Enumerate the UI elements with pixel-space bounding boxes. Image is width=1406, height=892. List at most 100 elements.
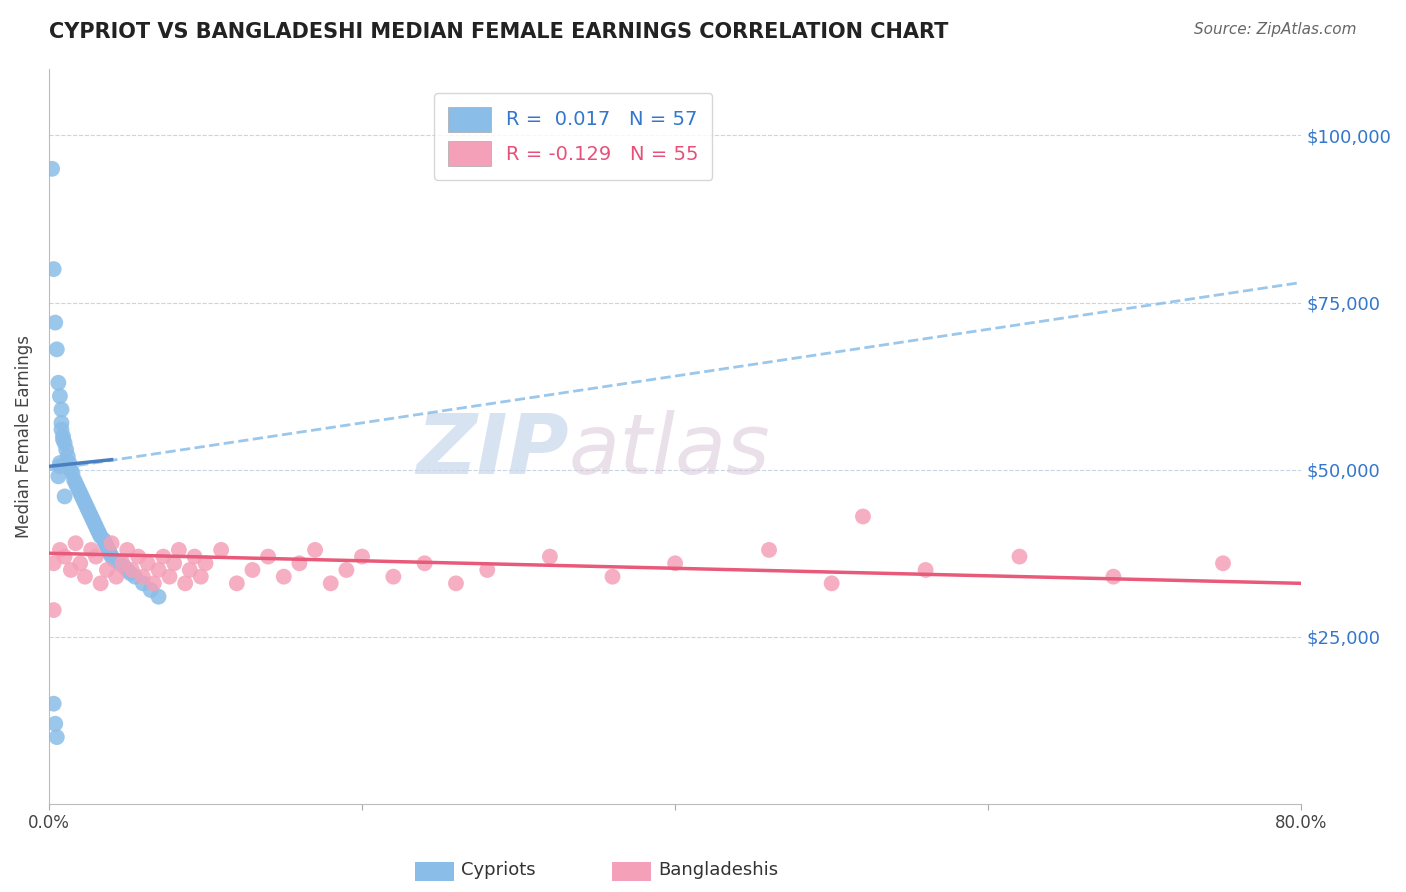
Point (42, 556, 65, 570)
Point (56, 450, 79, 464)
Point (183, 549, 205, 564)
Point (48, 376, 70, 390)
Point (55, 442, 77, 457)
Point (105, 569, 128, 583)
Point (53, 490, 76, 504)
Point (84, 519, 107, 533)
Point (179, 563, 201, 577)
Point (538, 549, 561, 564)
Point (49, 389, 72, 403)
Point (96, 540, 118, 554)
Point (273, 569, 295, 583)
Point (86, 523, 108, 537)
Point (49, 456, 72, 470)
Text: Bangladeshis: Bangladeshis (658, 861, 778, 879)
Point (136, 556, 159, 570)
Point (121, 563, 143, 577)
Point (65, 536, 87, 550)
Point (821, 576, 844, 591)
Text: atlas: atlas (568, 410, 770, 491)
Point (66, 479, 89, 493)
Point (44, 316, 66, 330)
Point (148, 590, 170, 604)
Point (53, 549, 76, 564)
Point (159, 569, 181, 583)
Text: CYPRIOT VS BANGLADESHI MEDIAN FEMALE EARNINGS CORRELATION CHART: CYPRIOT VS BANGLADESHI MEDIAN FEMALE EAR… (49, 22, 949, 42)
Point (120, 566, 142, 581)
Point (73, 569, 96, 583)
Point (59, 463, 82, 477)
Point (62, 466, 84, 480)
Point (70, 490, 93, 504)
Legend: R =  0.017   N = 57, R = -0.129   N = 55: R = 0.017 N = 57, R = -0.129 N = 55 (434, 93, 713, 180)
Point (69, 556, 91, 570)
Point (42, 697, 65, 711)
Point (73, 496, 96, 510)
Point (79, 506, 101, 520)
Point (49, 459, 72, 474)
Point (52, 429, 75, 443)
Point (852, 509, 875, 524)
Point (382, 569, 405, 583)
Point (167, 542, 190, 557)
Point (304, 542, 326, 557)
Point (352, 549, 374, 564)
Point (48, 469, 70, 483)
Point (98, 546, 121, 560)
Point (174, 576, 197, 591)
Point (148, 563, 170, 577)
Point (132, 569, 155, 583)
Point (209, 542, 232, 557)
Point (163, 556, 186, 570)
Y-axis label: Median Female Earnings: Median Female Earnings (15, 334, 32, 538)
Point (82, 513, 104, 527)
Point (51, 423, 73, 437)
Point (93, 533, 115, 547)
Point (87, 526, 110, 541)
Text: ZIP: ZIP (416, 410, 568, 491)
Point (914, 563, 936, 577)
Point (100, 549, 122, 564)
Point (225, 576, 247, 591)
Point (58, 456, 80, 470)
Point (444, 576, 467, 591)
Point (112, 559, 135, 574)
Point (1212, 556, 1234, 570)
Point (190, 569, 212, 583)
Point (84, 549, 107, 564)
Point (51, 402, 73, 417)
Point (142, 576, 165, 591)
Point (94, 536, 117, 550)
Point (90, 530, 112, 544)
Point (59, 563, 82, 577)
Point (477, 563, 499, 577)
Point (76, 500, 98, 514)
Point (69, 486, 91, 500)
Point (132, 576, 155, 591)
Point (41, 161, 63, 176)
Point (42, 262, 65, 277)
Point (49, 542, 72, 557)
Point (53, 436, 76, 450)
Point (111, 556, 134, 570)
Point (664, 556, 686, 570)
Point (319, 576, 342, 591)
Point (67, 483, 90, 497)
Point (602, 569, 624, 583)
Point (257, 549, 280, 564)
Point (758, 542, 780, 557)
Point (242, 563, 264, 577)
Point (45, 343, 67, 357)
Point (152, 549, 174, 564)
Point (100, 536, 122, 550)
Point (1008, 549, 1031, 564)
Point (83, 516, 105, 531)
Point (1102, 569, 1125, 583)
Point (96, 563, 118, 577)
Point (65, 476, 87, 491)
Point (80, 509, 103, 524)
Point (63, 473, 86, 487)
Point (194, 556, 217, 570)
Point (42, 603, 65, 617)
Point (52, 433, 75, 447)
